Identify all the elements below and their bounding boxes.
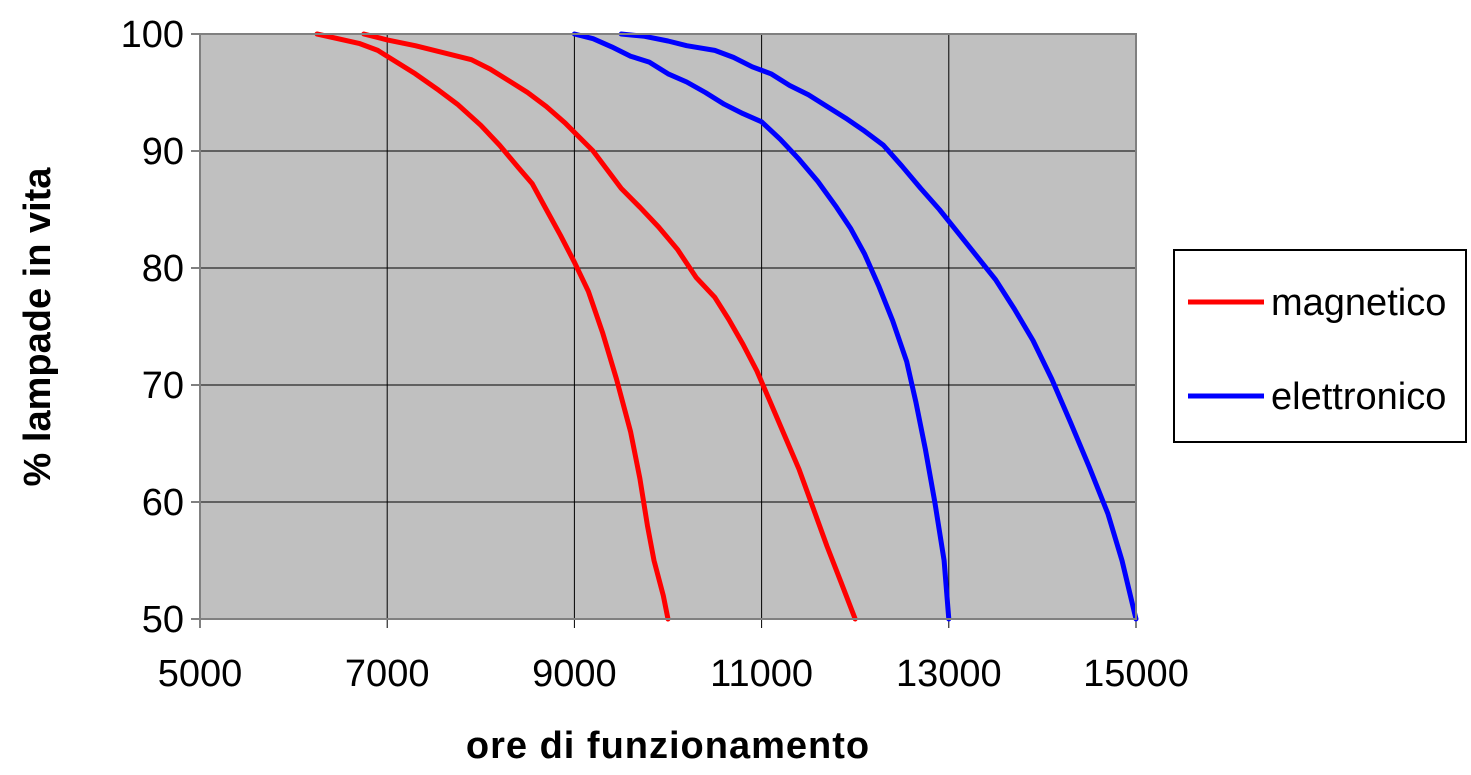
legend-label-elettronico: elettronico xyxy=(1271,376,1446,418)
y-tick-label: 50 xyxy=(142,599,184,641)
x-tick-labels: 5000 7000 9000 11000 13000 15000 xyxy=(158,653,1189,695)
y-tick-label: 90 xyxy=(142,131,184,173)
x-tick-label: 9000 xyxy=(532,653,617,695)
y-tick-label: 80 xyxy=(142,248,184,290)
x-tick-label: 11000 xyxy=(710,653,813,695)
y-tick-label: 60 xyxy=(142,482,184,524)
series-line-magnetico-1 xyxy=(361,31,858,622)
y-tick-labels: 50 60 70 80 90 100 xyxy=(121,14,184,641)
plot-area xyxy=(200,34,1136,619)
x-tick-label: 5000 xyxy=(158,653,243,695)
y-tick-label: 70 xyxy=(142,365,184,407)
legend: magnetico elettronico xyxy=(1173,249,1467,443)
x-tick-label: 7000 xyxy=(345,653,430,695)
x-axis-title: ore di funzionamento xyxy=(466,725,870,767)
legend-label-magnetico: magnetico xyxy=(1271,282,1446,324)
series-line-elettronico-2 xyxy=(571,31,952,622)
plot-border xyxy=(199,33,1137,620)
y-tick-label: 100 xyxy=(121,14,184,56)
y-axis-title: % lampade in vita xyxy=(17,167,59,487)
series-line-magnetico-0 xyxy=(314,31,671,622)
series-line-elettronico-3 xyxy=(618,31,1139,622)
legend-box xyxy=(1173,249,1467,443)
series-lines xyxy=(314,31,1139,622)
x-tick-label: 13000 xyxy=(896,653,1002,695)
x-tick-label: 15000 xyxy=(1083,653,1189,695)
